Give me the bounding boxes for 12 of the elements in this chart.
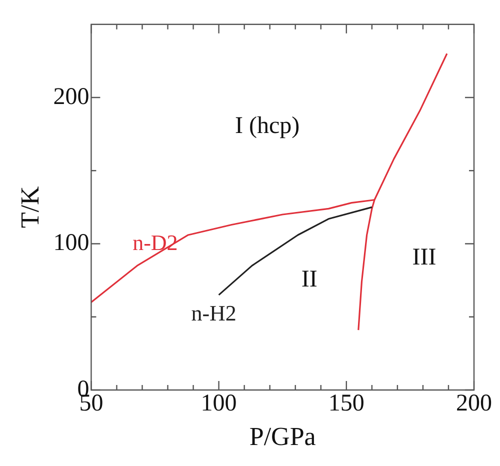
- annotation: II: [301, 266, 318, 293]
- x-tick-label: 100: [200, 390, 237, 417]
- y-tick-label: 100: [53, 230, 90, 256]
- x-tick-label: 150: [328, 390, 364, 417]
- series-label: n-H2: [191, 300, 236, 326]
- x-tick-label: 200: [456, 390, 492, 417]
- series-label: n-D2: [132, 230, 178, 256]
- x-axis-title: P/GPa: [249, 422, 316, 452]
- annotation: I (hcp): [234, 113, 300, 140]
- y-axis-title: T/K: [15, 186, 44, 228]
- annotation: III: [412, 244, 436, 271]
- y-tick-label: 200: [53, 84, 90, 110]
